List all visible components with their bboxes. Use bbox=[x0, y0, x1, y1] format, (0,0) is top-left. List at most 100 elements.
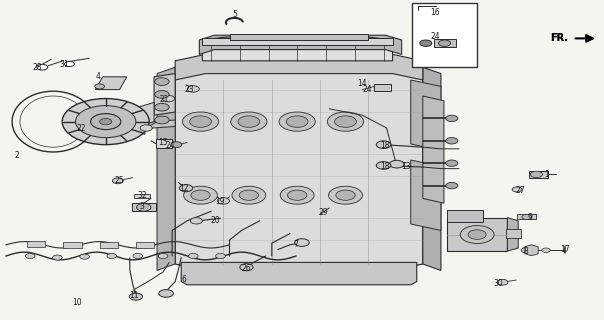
Text: 24: 24 bbox=[430, 32, 440, 41]
Circle shape bbox=[512, 187, 522, 192]
Text: 8: 8 bbox=[523, 247, 528, 256]
Text: FR.: FR. bbox=[550, 33, 568, 43]
Circle shape bbox=[446, 160, 458, 166]
Bar bbox=[412, 3, 477, 67]
Circle shape bbox=[80, 254, 89, 259]
Text: 14: 14 bbox=[358, 79, 367, 88]
Circle shape bbox=[522, 214, 532, 220]
Text: 16: 16 bbox=[430, 8, 440, 17]
Circle shape bbox=[239, 190, 259, 200]
Circle shape bbox=[439, 40, 451, 46]
Circle shape bbox=[95, 84, 104, 89]
Circle shape bbox=[159, 290, 173, 297]
Circle shape bbox=[240, 264, 253, 271]
Circle shape bbox=[288, 190, 307, 200]
Circle shape bbox=[179, 185, 193, 192]
Circle shape bbox=[155, 78, 169, 85]
Circle shape bbox=[390, 160, 404, 168]
Circle shape bbox=[468, 230, 486, 239]
Polygon shape bbox=[157, 67, 175, 270]
Text: 24: 24 bbox=[362, 85, 372, 94]
Circle shape bbox=[53, 255, 62, 260]
Text: 1: 1 bbox=[544, 170, 549, 179]
Polygon shape bbox=[136, 242, 154, 248]
Circle shape bbox=[140, 125, 152, 131]
Polygon shape bbox=[132, 203, 156, 211]
Circle shape bbox=[329, 186, 362, 204]
Text: 24: 24 bbox=[165, 141, 175, 150]
Text: 20: 20 bbox=[211, 216, 220, 225]
Text: 21: 21 bbox=[159, 95, 169, 104]
Polygon shape bbox=[423, 96, 444, 203]
Text: FR.: FR. bbox=[550, 33, 568, 43]
Text: 18: 18 bbox=[381, 141, 390, 150]
Circle shape bbox=[155, 91, 169, 98]
Text: 10: 10 bbox=[72, 298, 82, 307]
Polygon shape bbox=[175, 54, 423, 80]
Polygon shape bbox=[95, 77, 127, 90]
Text: 11: 11 bbox=[129, 292, 139, 300]
Circle shape bbox=[231, 112, 267, 131]
Circle shape bbox=[133, 253, 143, 259]
Polygon shape bbox=[100, 242, 118, 248]
Circle shape bbox=[336, 190, 355, 200]
Text: 7: 7 bbox=[294, 240, 298, 249]
Polygon shape bbox=[134, 194, 150, 198]
Circle shape bbox=[190, 116, 211, 127]
Circle shape bbox=[76, 106, 136, 138]
Text: 3: 3 bbox=[140, 202, 144, 211]
Circle shape bbox=[280, 186, 314, 204]
Text: 13: 13 bbox=[402, 162, 411, 171]
Circle shape bbox=[295, 239, 309, 246]
Circle shape bbox=[155, 103, 169, 111]
Polygon shape bbox=[27, 241, 45, 247]
Circle shape bbox=[25, 253, 35, 259]
Polygon shape bbox=[517, 214, 536, 219]
Text: 27: 27 bbox=[516, 186, 525, 195]
Text: 2: 2 bbox=[14, 151, 19, 160]
Circle shape bbox=[460, 226, 494, 244]
Circle shape bbox=[62, 99, 149, 145]
Text: 15: 15 bbox=[158, 138, 168, 147]
Circle shape bbox=[217, 198, 230, 204]
Circle shape bbox=[65, 61, 74, 67]
Circle shape bbox=[187, 86, 199, 92]
Polygon shape bbox=[132, 112, 145, 134]
Polygon shape bbox=[447, 210, 483, 222]
Polygon shape bbox=[507, 218, 518, 251]
Polygon shape bbox=[156, 139, 172, 148]
Text: 12: 12 bbox=[179, 184, 189, 193]
Circle shape bbox=[376, 162, 391, 169]
Polygon shape bbox=[434, 39, 456, 47]
Text: 22: 22 bbox=[77, 124, 86, 132]
Circle shape bbox=[182, 112, 219, 131]
Polygon shape bbox=[374, 84, 391, 91]
Text: 19: 19 bbox=[216, 197, 225, 206]
Circle shape bbox=[171, 142, 182, 148]
Circle shape bbox=[376, 141, 391, 148]
Polygon shape bbox=[175, 61, 423, 270]
Polygon shape bbox=[154, 74, 175, 115]
Text: 26: 26 bbox=[241, 264, 251, 273]
Polygon shape bbox=[202, 40, 393, 61]
Polygon shape bbox=[525, 245, 538, 256]
Text: 25: 25 bbox=[115, 176, 124, 185]
Circle shape bbox=[100, 118, 112, 125]
Text: 6: 6 bbox=[182, 276, 187, 284]
Circle shape bbox=[188, 253, 198, 259]
Polygon shape bbox=[181, 262, 417, 285]
Circle shape bbox=[446, 115, 458, 122]
Text: 32: 32 bbox=[137, 191, 147, 200]
Circle shape bbox=[446, 138, 458, 144]
Polygon shape bbox=[411, 80, 441, 150]
Polygon shape bbox=[199, 35, 402, 54]
Circle shape bbox=[155, 116, 169, 124]
Circle shape bbox=[91, 114, 121, 130]
Text: 4: 4 bbox=[95, 72, 100, 81]
Circle shape bbox=[137, 204, 151, 211]
Text: 31: 31 bbox=[60, 60, 69, 68]
Circle shape bbox=[216, 253, 225, 259]
Text: 29: 29 bbox=[318, 208, 328, 217]
Circle shape bbox=[420, 40, 432, 46]
Circle shape bbox=[542, 248, 550, 252]
